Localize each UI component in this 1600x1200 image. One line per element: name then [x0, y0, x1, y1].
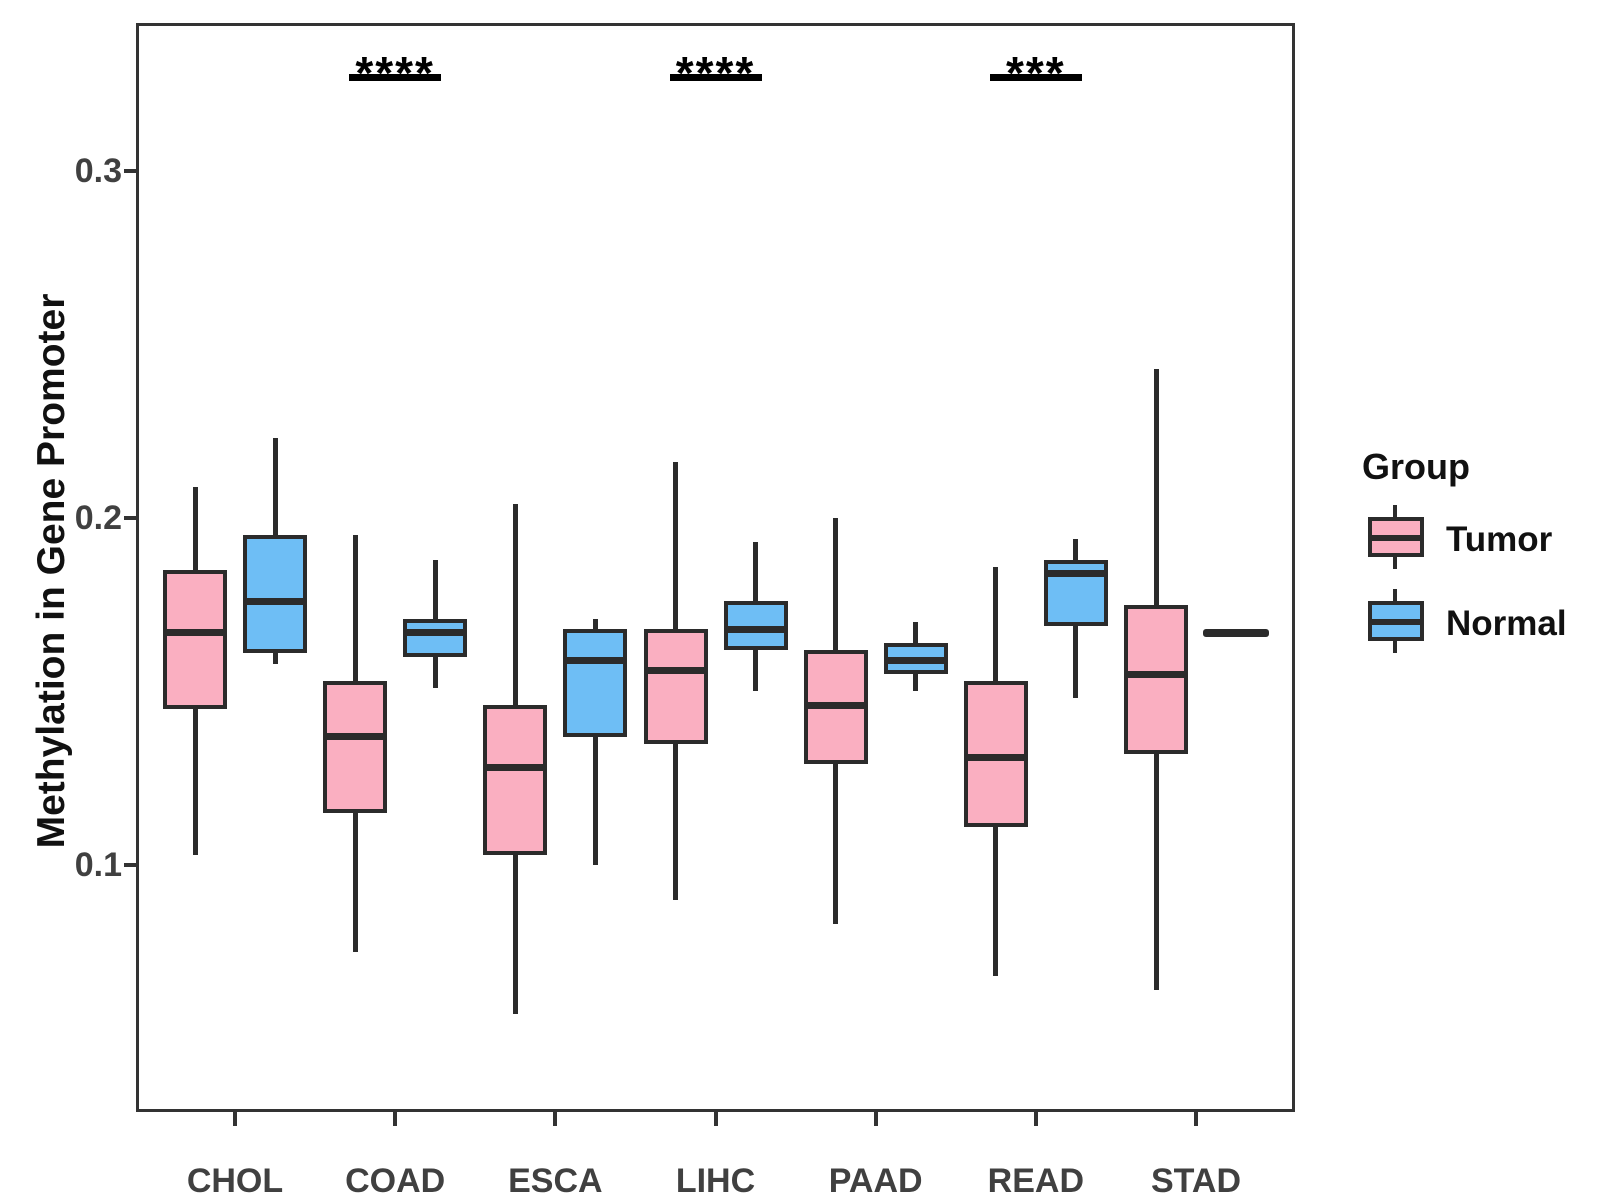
median-tumor-COAD — [327, 733, 384, 741]
y-tick-mark-0.2 — [124, 516, 136, 520]
x-tick-label-CHOL: CHOL — [186, 1162, 284, 1200]
y-tick-label-0.3: 0.3 — [74, 152, 122, 190]
box-tumor-CHOL — [163, 570, 227, 709]
median-tumor-LIHC — [647, 667, 704, 675]
median-tumor-ESCA — [487, 764, 544, 772]
significance-bar-COAD — [349, 74, 442, 81]
significance-bar-READ — [989, 74, 1082, 81]
median-normal-READ — [1047, 570, 1104, 578]
box-tumor-LIHC — [643, 629, 708, 744]
legend-key-normal — [1368, 601, 1424, 641]
median-normal-LIHC — [727, 625, 784, 633]
significance-stars-LIHC: **** — [675, 47, 756, 99]
x-tick-mark-STAD — [1194, 1112, 1199, 1126]
y-tick-mark-0.1 — [124, 863, 136, 867]
whisker-low-tumor-READ — [993, 826, 999, 977]
median-tumor-STAD — [1128, 670, 1185, 678]
whisker-low-tumor-PAAD — [833, 764, 839, 924]
whisker-low-normal-CHOL — [272, 653, 278, 664]
whisker-high-tumor-STAD — [1153, 368, 1159, 605]
whisker-low-normal-READ — [1073, 625, 1079, 699]
x-tick-mark-COAD — [393, 1112, 398, 1126]
legend-whisker-top-normal — [1393, 589, 1397, 602]
whisker-high-normal-ESCA — [592, 618, 598, 630]
legend-label-normal: Normal — [1446, 604, 1567, 643]
box-normal-STAD — [1203, 628, 1270, 637]
legend-item-tumor: Tumor — [1348, 502, 1588, 572]
whisker-high-normal-COAD — [432, 559, 438, 619]
box-tumor-COAD — [323, 681, 388, 813]
x-tick-label-COAD: COAD — [345, 1162, 446, 1200]
whisker-low-tumor-LIHC — [673, 743, 678, 900]
whisker-low-normal-COAD — [432, 656, 438, 689]
whisker-low-tumor-COAD — [352, 812, 358, 952]
legend-title: Group — [1362, 446, 1470, 487]
legend-item-normal: Normal — [1348, 586, 1588, 656]
median-normal-COAD — [407, 629, 464, 636]
median-tumor-PAAD — [807, 701, 864, 709]
x-tick-mark-LIHC — [713, 1112, 718, 1126]
box-normal-ESCA — [563, 629, 628, 737]
y-tick-mark-0.3 — [124, 169, 136, 173]
y-axis-title: Methylation in Gene Promoter — [30, 293, 73, 849]
plot-panel: **** **** *** — [136, 23, 1295, 1112]
legend-key-tumor — [1368, 517, 1424, 557]
x-tick-mark-ESCA — [553, 1112, 558, 1126]
y-tick-label-0.2: 0.2 — [74, 499, 122, 537]
whisker-high-tumor-COAD — [352, 535, 358, 682]
significance-stars-READ: *** — [1005, 47, 1066, 99]
significance-bar-LIHC — [669, 74, 762, 81]
median-tumor-CHOL — [167, 629, 223, 636]
x-tick-label-READ: READ — [987, 1162, 1085, 1200]
median-tumor-READ — [967, 753, 1024, 761]
x-tick-mark-CHOL — [233, 1112, 237, 1126]
whisker-high-tumor-ESCA — [512, 504, 518, 706]
legend-label-tumor: Tumor — [1446, 520, 1553, 559]
whisker-high-tumor-LIHC — [673, 462, 678, 630]
box-tumor-STAD — [1124, 604, 1189, 754]
legend-whisker-top-tumor — [1393, 505, 1397, 518]
whisker-high-normal-CHOL — [272, 438, 278, 536]
x-tick-label-PAAD: PAAD — [828, 1162, 923, 1200]
legend-items: Tumor Normal — [1348, 502, 1588, 656]
whisker-low-normal-ESCA — [592, 736, 598, 865]
whisker-high-normal-READ — [1073, 538, 1079, 560]
whisker-high-tumor-CHOL — [192, 486, 198, 571]
whisker-low-tumor-CHOL — [192, 708, 198, 855]
legend-whisker-bottom-tumor — [1393, 556, 1397, 569]
x-tick-mark-READ — [1033, 1112, 1038, 1126]
whisker-low-tumor-STAD — [1153, 753, 1159, 990]
legend: Group Tumor Normal — [1348, 446, 1588, 656]
x-tick-label-STAD: STAD — [1151, 1162, 1242, 1200]
y-tick-label-0.1: 0.1 — [74, 846, 122, 884]
significance-stars-COAD: **** — [355, 47, 435, 99]
whisker-high-normal-LIHC — [753, 542, 758, 602]
box-normal-CHOL — [243, 535, 307, 654]
box-tumor-ESCA — [483, 705, 548, 855]
whisker-low-tumor-ESCA — [512, 854, 518, 1015]
x-tick-label-ESCA: ESCA — [508, 1162, 603, 1200]
median-normal-ESCA — [567, 656, 624, 664]
legend-whisker-bottom-normal — [1393, 640, 1397, 653]
whisker-low-normal-LIHC — [753, 649, 758, 692]
median-normal-PAAD — [887, 656, 944, 664]
legend-key-median-tumor — [1372, 535, 1420, 541]
whisker-low-normal-PAAD — [913, 674, 919, 692]
legend-key-median-normal — [1372, 619, 1420, 625]
box-normal-COAD — [403, 618, 468, 657]
whisker-high-tumor-PAAD — [833, 518, 839, 650]
x-tick-label-LIHC: LIHC — [675, 1162, 756, 1200]
x-tick-mark-PAAD — [873, 1112, 878, 1126]
whisker-high-tumor-READ — [993, 566, 999, 682]
whisker-high-normal-PAAD — [913, 622, 919, 643]
median-normal-CHOL — [247, 597, 303, 605]
